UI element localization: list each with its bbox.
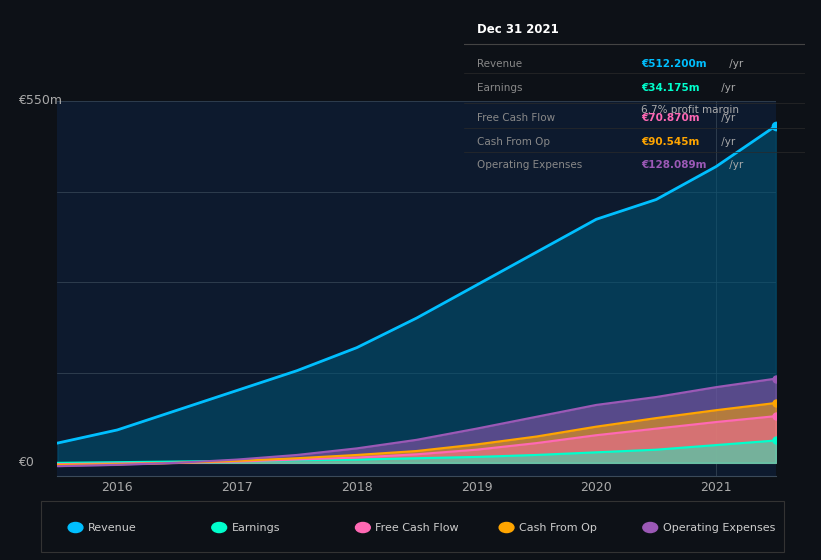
Text: /yr: /yr <box>726 160 743 170</box>
Text: Cash From Op: Cash From Op <box>478 137 551 147</box>
Text: €0: €0 <box>18 456 34 469</box>
Text: /yr: /yr <box>718 137 736 147</box>
Text: €34.175m: €34.175m <box>641 83 699 93</box>
Text: Revenue: Revenue <box>88 522 136 533</box>
Text: 6.7% profit margin: 6.7% profit margin <box>641 105 739 115</box>
Text: Revenue: Revenue <box>478 59 523 69</box>
Text: Earnings: Earnings <box>478 83 523 93</box>
Text: Operating Expenses: Operating Expenses <box>663 522 775 533</box>
Text: €512.200m: €512.200m <box>641 59 707 69</box>
Text: Dec 31 2021: Dec 31 2021 <box>478 22 559 36</box>
Text: Free Cash Flow: Free Cash Flow <box>478 113 556 123</box>
Text: /yr: /yr <box>718 83 736 93</box>
Text: Operating Expenses: Operating Expenses <box>478 160 583 170</box>
Text: €90.545m: €90.545m <box>641 137 699 147</box>
Text: €550m: €550m <box>18 94 62 108</box>
Text: Cash From Op: Cash From Op <box>519 522 597 533</box>
Text: /yr: /yr <box>726 59 743 69</box>
Text: €70.870m: €70.870m <box>641 113 699 123</box>
Text: Earnings: Earnings <box>232 522 280 533</box>
Text: Free Cash Flow: Free Cash Flow <box>375 522 459 533</box>
Text: /yr: /yr <box>718 113 736 123</box>
Text: €128.089m: €128.089m <box>641 160 707 170</box>
